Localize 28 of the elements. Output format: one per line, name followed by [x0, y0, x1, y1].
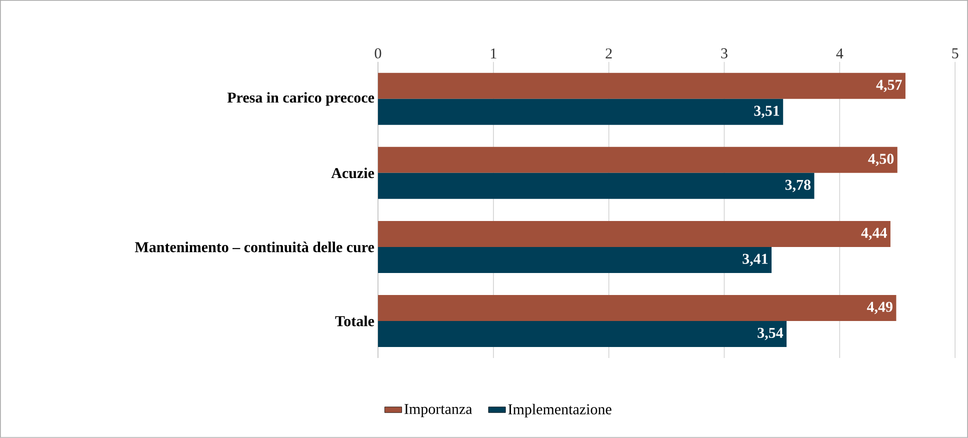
bar	[378, 247, 772, 274]
data-label: 3,54	[758, 328, 784, 340]
x-tick-label: 5	[952, 48, 958, 58]
bar	[378, 295, 896, 322]
data-label: 4,50	[868, 154, 894, 166]
bar	[378, 221, 890, 248]
y-tick-label: Presa in carico precoce	[227, 92, 374, 106]
data-label: 3,41	[742, 254, 768, 266]
data-label: 4,44	[861, 228, 887, 240]
x-tick-label: 3	[721, 48, 728, 58]
x-tick-label: 1	[490, 48, 496, 58]
y-tick-label: Mantenimento – continuità delle cure	[134, 242, 374, 252]
bar	[378, 146, 898, 173]
x-tick-label: 4	[836, 48, 844, 58]
data-label: 3,78	[785, 180, 811, 192]
bar	[378, 72, 906, 99]
bar	[378, 98, 784, 125]
legend-label: Implementazione	[508, 404, 612, 418]
data-label: 4,49	[866, 302, 892, 314]
bar	[378, 172, 814, 199]
data-label: 4,57	[876, 80, 902, 92]
legend-label: Importanza	[404, 404, 472, 418]
y-tick-label: Acuzie	[331, 168, 374, 178]
x-tick-label: 0	[374, 48, 382, 58]
x-tick-label: 2	[606, 48, 612, 58]
bar	[378, 321, 787, 348]
data-label: 3,51	[754, 106, 780, 118]
y-tick-label: Totale	[335, 316, 374, 326]
